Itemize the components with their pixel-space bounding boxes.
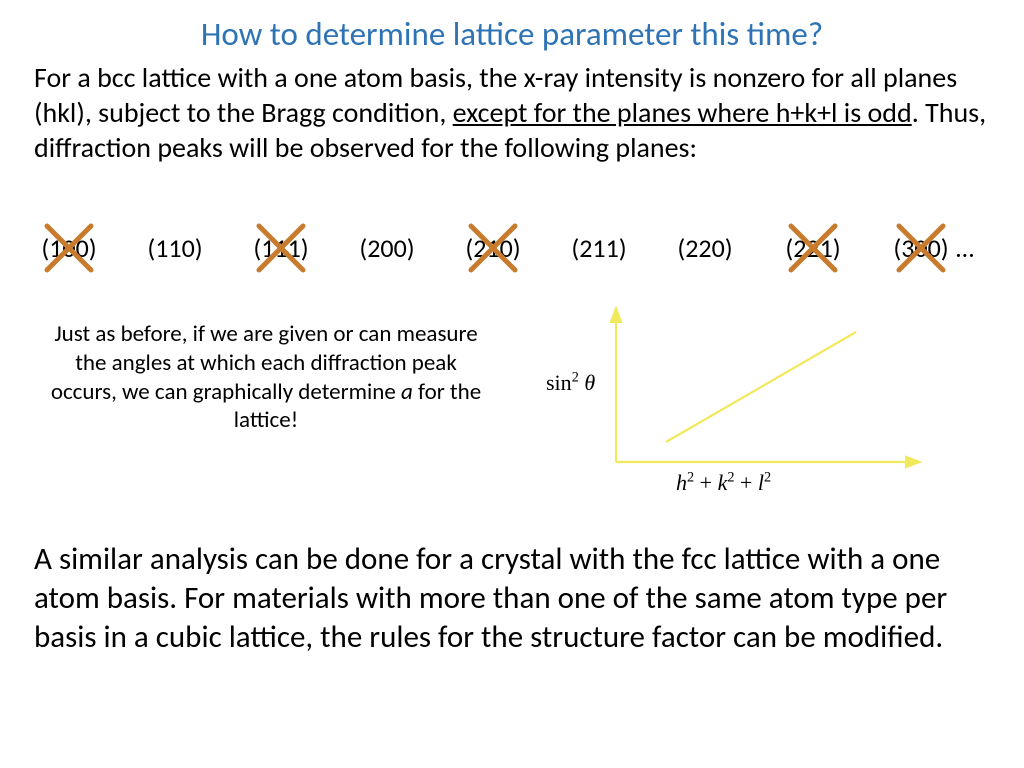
plane-label: (110) <box>147 232 202 264</box>
plane-item: (300) <box>886 232 956 264</box>
plane-label: (111) <box>253 232 308 264</box>
plane-item: (211) <box>564 232 634 264</box>
plane-item: (110) <box>140 232 210 264</box>
plane-item: (221) <box>778 232 848 264</box>
plane-label: (220) <box>677 232 732 264</box>
x-axis-label: h2 + k2 + l2 <box>676 470 771 496</box>
plane-item: (111) <box>246 232 316 264</box>
planes-ellipsis: … <box>956 232 986 264</box>
slide-title: How to determine lattice parameter this … <box>0 14 1024 54</box>
y-axis-label: sin2 θ <box>546 370 595 396</box>
plane-label: (221) <box>785 232 840 264</box>
plane-label: (210) <box>465 232 520 264</box>
chart-svg <box>556 302 956 492</box>
plane-item: (200) <box>352 232 422 264</box>
para1-underlined: except for the planes where h+k+l is odd <box>453 95 912 130</box>
plane-item: (100) <box>34 232 104 264</box>
plane-label: (211) <box>571 232 626 264</box>
method-paragraph: Just as before, if we are given or can m… <box>46 320 486 435</box>
plane-item: (220) <box>670 232 740 264</box>
planes-list: (100) (110) (111) (200) (210) (211) (220) (221)… <box>34 232 994 264</box>
slide: How to determine lattice parameter this … <box>0 0 1024 768</box>
plane-item: (210) <box>458 232 528 264</box>
plane-label: (200) <box>359 232 414 264</box>
closing-paragraph: A similar analysis can be done for a cry… <box>34 540 990 656</box>
para2-var: a <box>401 378 413 406</box>
intro-paragraph: For a bcc lattice with a one atom basis,… <box>34 60 990 165</box>
chart: sin2 θ h2 + k2 + l2 <box>556 302 956 492</box>
plane-label: (300) <box>893 232 948 264</box>
data-line <box>666 332 856 442</box>
plane-label: (100) <box>41 232 96 264</box>
